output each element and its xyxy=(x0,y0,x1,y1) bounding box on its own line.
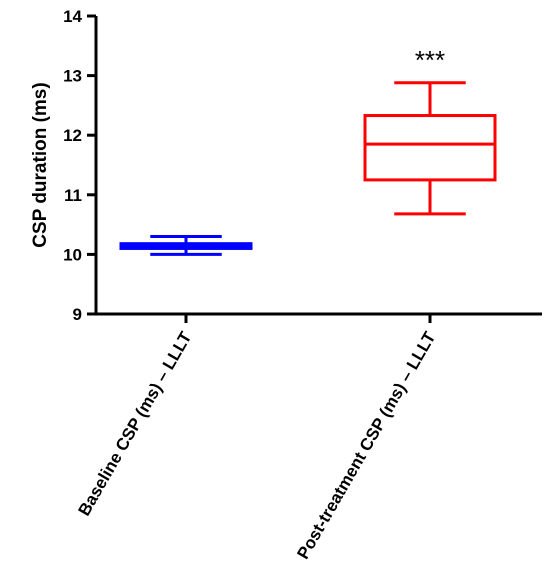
box-2-iqr xyxy=(363,114,497,182)
y-tick-label-12: 12 xyxy=(63,126,82,145)
y-tick-label-13: 13 xyxy=(63,67,82,86)
y-tick-label-11: 11 xyxy=(64,186,82,205)
y-tick-label-14: 14 xyxy=(63,7,82,26)
x-category-label-1: Baseline CSP (ms) – LLLT xyxy=(74,328,195,519)
box-series: *** xyxy=(119,45,497,256)
y-tick-label-9: 9 xyxy=(73,305,82,324)
y-axis-title: CSP duration (ms) xyxy=(30,82,51,247)
box-2-significance-annotation: *** xyxy=(415,45,445,75)
x-category-label-2: Post-treatment CSP (ms) – LLLT xyxy=(293,328,439,562)
axes: 9 10 11 12 13 14 Baseline CSP (ms) – LLLT Post-… xyxy=(63,7,542,562)
y-tick-label-10: 10 xyxy=(63,245,82,264)
box-2: *** xyxy=(363,45,497,216)
box-1 xyxy=(119,235,253,256)
